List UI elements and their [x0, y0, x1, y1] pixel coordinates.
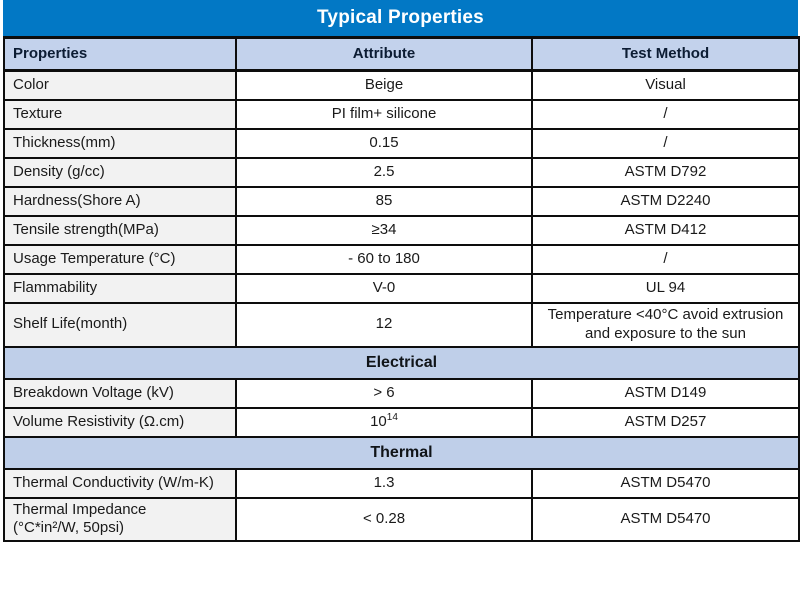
table-row: Thermal Conductivity (W/m-K) 1.3 ASTM D5…: [3, 467, 800, 499]
property-cell: Flammability: [3, 272, 237, 304]
test-method-cell: Temperature <40°C avoid extrusion and ex…: [531, 301, 800, 348]
typical-properties-table: Properties Attribute Test Method Color B…: [3, 36, 800, 542]
property-cell: Density (g/cc): [3, 156, 237, 188]
table-row: Texture PI film+ silicone /: [3, 98, 800, 130]
table-row: Volume Resistivity (Ω.cm) 1014 ASTM D257: [3, 406, 800, 438]
property-cell: Usage Temperature (°C): [3, 243, 237, 275]
attribute-cell: 2.5: [235, 156, 533, 188]
table-header-row: Properties Attribute Test Method: [3, 36, 800, 72]
attribute-cell: 1014: [235, 406, 533, 438]
property-cell: Hardness(Shore A): [3, 185, 237, 217]
attribute-cell: 1.3: [235, 467, 533, 499]
section-row-electrical: Electrical: [3, 345, 800, 380]
column-header-properties: Properties: [3, 36, 237, 72]
table-row: Flammability V-0 UL 94: [3, 272, 800, 304]
attribute-cell: Beige: [235, 69, 533, 101]
attribute-cell: 0.15: [235, 127, 533, 159]
test-method-cell: ASTM D412: [531, 214, 800, 246]
test-method-cell: /: [531, 243, 800, 275]
attribute-cell: 85: [235, 185, 533, 217]
attribute-cell: PI film+ silicone: [235, 98, 533, 130]
section-header-electrical: Electrical: [3, 345, 800, 380]
table-row: Color Beige Visual: [3, 69, 800, 101]
column-header-attribute: Attribute: [235, 36, 533, 72]
test-method-cell: ASTM D257: [531, 406, 800, 438]
shelf-life-note: Temperature <40°C avoid extrusion and ex…: [547, 305, 784, 342]
attribute-cell: < 0.28: [235, 496, 533, 542]
thermal-impedance-label-line2: (°C*in²/W, 50psi): [13, 519, 125, 537]
table-row: Breakdown Voltage (kV) > 6 ASTM D149: [3, 377, 800, 409]
attribute-cell: V-0: [235, 272, 533, 304]
table-row: Tensile strength(MPa) ≥34 ASTM D412: [3, 214, 800, 246]
table-row: Usage Temperature (°C) - 60 to 180 /: [3, 243, 800, 275]
column-header-test-method: Test Method: [531, 36, 800, 72]
property-cell: Thickness(mm): [3, 127, 237, 159]
property-cell: Thermal Conductivity (W/m-K): [3, 467, 237, 499]
property-cell: Breakdown Voltage (kV): [3, 377, 237, 409]
table-row: Shelf Life(month) 12 Temperature <40°C a…: [3, 301, 800, 348]
attribute-cell: 12: [235, 301, 533, 348]
test-method-cell: ASTM D5470: [531, 467, 800, 499]
test-method-cell: /: [531, 127, 800, 159]
test-method-cell: Visual: [531, 69, 800, 101]
test-method-cell: ASTM D5470: [531, 496, 800, 542]
attribute-cell: - 60 to 180: [235, 243, 533, 275]
section-header-thermal: Thermal: [3, 435, 800, 470]
attribute-cell: ≥34: [235, 214, 533, 246]
test-method-cell: ASTM D149: [531, 377, 800, 409]
table-row: Density (g/cc) 2.5 ASTM D792: [3, 156, 800, 188]
resistivity-exponent: 14: [386, 411, 398, 423]
resistivity-base: 10: [370, 412, 387, 430]
property-cell: Thermal Impedance (°C*in²/W, 50psi): [3, 496, 237, 542]
section-row-thermal: Thermal: [3, 435, 800, 470]
table-row: Hardness(Shore A) 85 ASTM D2240: [3, 185, 800, 217]
property-cell: Volume Resistivity (Ω.cm): [3, 406, 237, 438]
property-cell: Color: [3, 69, 237, 101]
test-method-cell: UL 94: [531, 272, 800, 304]
test-method-cell: ASTM D792: [531, 156, 800, 188]
property-cell: Tensile strength(MPa): [3, 214, 237, 246]
thermal-impedance-label-line1: Thermal Impedance: [13, 500, 147, 518]
page-title: Typical Properties: [3, 0, 798, 36]
test-method-cell: /: [531, 98, 800, 130]
property-cell: Shelf Life(month): [3, 301, 237, 348]
attribute-cell: > 6: [235, 377, 533, 409]
test-method-cell: ASTM D2240: [531, 185, 800, 217]
property-cell: Texture: [3, 98, 237, 130]
table-row: Thickness(mm) 0.15 /: [3, 127, 800, 159]
table-row: Thermal Impedance (°C*in²/W, 50psi) < 0.…: [3, 496, 800, 542]
